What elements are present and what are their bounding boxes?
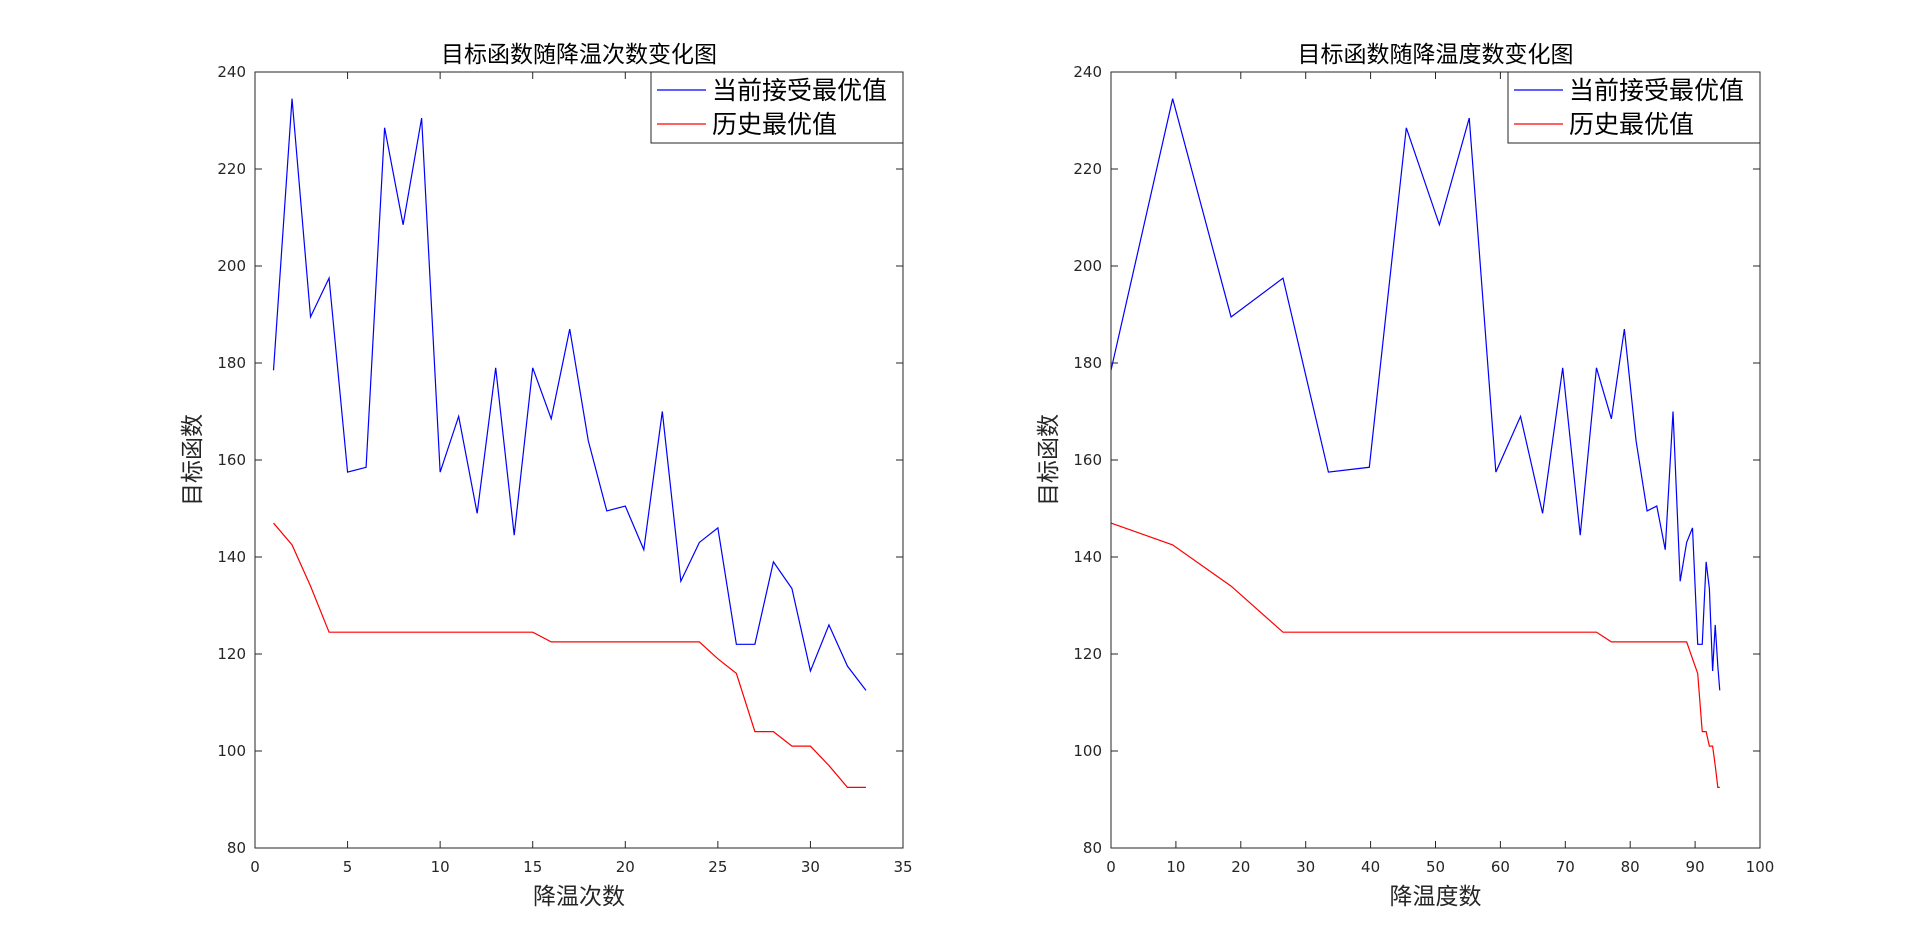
x-tick-label: 70 (1556, 858, 1575, 876)
y-tick-label: 80 (227, 839, 246, 857)
x-tick-label: 15 (523, 858, 542, 876)
legend-label: 历史最优值 (712, 110, 837, 139)
x-axis-label: 降温次数 (533, 884, 625, 910)
y-tick-label: 200 (217, 257, 246, 275)
series-line-historical-best (1110, 522, 1720, 788)
x-axis-label: 降温度数 (1390, 884, 1482, 910)
legend-label: 历史最优值 (1569, 110, 1694, 139)
x-tick-label: 35 (893, 858, 912, 876)
legend-label: 当前接受最优值 (712, 76, 887, 105)
series-line-current-best (272, 98, 867, 691)
chart-title: 目标函数随降温次数变化图 (441, 42, 717, 68)
y-tick-label: 220 (217, 160, 246, 178)
x-tick-label: 5 (343, 858, 353, 876)
x-tick-label: 25 (708, 858, 727, 876)
x-tick-label: 20 (616, 858, 635, 876)
x-tick-label: 40 (1361, 858, 1380, 876)
legend-box (1507, 71, 1761, 144)
x-tick-label: 60 (1491, 858, 1510, 876)
y-tick-label: 240 (1073, 63, 1102, 81)
series-line-historical-best (273, 522, 866, 788)
x-tick-label: 80 (1621, 858, 1640, 876)
y-tick-label: 180 (1073, 354, 1102, 372)
x-tick-label: 100 (1746, 858, 1775, 876)
x-tick-label: 20 (1231, 858, 1250, 876)
chart-right: 0 10 20 30 40 50 60 70 80 90 100 80 100 120 140 160 180 2… (1036, 42, 1774, 910)
legend-label: 当前接受最优值 (1569, 76, 1744, 105)
y-tick-label: 100 (217, 742, 246, 760)
legend-box (650, 71, 904, 144)
x-tick-label: 0 (1106, 858, 1116, 876)
x-tick-label: 30 (801, 858, 820, 876)
y-axis-label: 目标函数 (180, 414, 206, 506)
y-tick-label: 180 (217, 354, 246, 372)
y-tick-label: 160 (217, 451, 246, 469)
plot-area (254, 71, 904, 849)
y-tick-label: 140 (217, 548, 246, 566)
y-tick-label: 80 (1083, 839, 1102, 857)
y-axis-label: 目标函数 (1036, 414, 1062, 506)
y-tick-label: 200 (1073, 257, 1102, 275)
y-tick-label: 120 (1073, 645, 1102, 663)
y-tick-label: 120 (217, 645, 246, 663)
x-tick-label: 10 (1166, 858, 1185, 876)
x-tick-label: 10 (431, 858, 450, 876)
y-tick-label: 140 (1073, 548, 1102, 566)
x-tick-label: 50 (1426, 858, 1445, 876)
plot-area (1110, 71, 1761, 849)
chart-left: 0 5 10 15 20 25 30 35 80 100 120 140 160 180 200 220 240… (180, 42, 913, 910)
x-tick-label: 0 (250, 858, 260, 876)
y-tick-label: 240 (217, 63, 246, 81)
axes-frame (1110, 71, 1761, 849)
y-tick-label: 100 (1073, 742, 1102, 760)
chart-title: 目标函数随降温度数变化图 (1298, 42, 1574, 68)
series-line-current-best (1110, 98, 1721, 691)
y-tick-label: 220 (1073, 160, 1102, 178)
y-tick-label: 160 (1073, 451, 1102, 469)
x-tick-label: 90 (1686, 858, 1705, 876)
axes-frame (254, 71, 904, 849)
x-tick-label: 30 (1296, 858, 1315, 876)
